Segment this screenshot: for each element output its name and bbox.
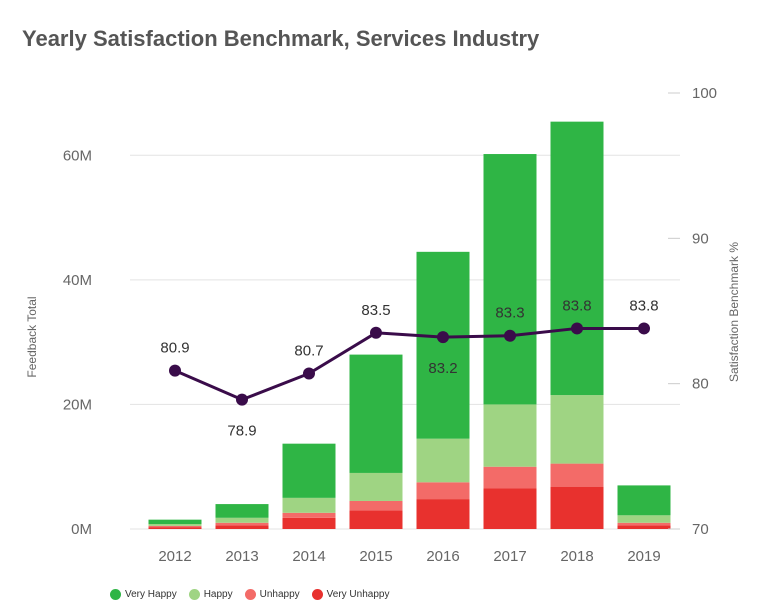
- benchmark-point: [236, 393, 248, 406]
- benchmark-point: [638, 322, 650, 335]
- bar-very-happy: [349, 354, 403, 473]
- legend-item[interactable]: Unhappy: [244, 589, 300, 600]
- y-right-tick-label: 80: [692, 376, 709, 393]
- x-tick-label: 2019: [627, 548, 660, 565]
- benchmark-point: [571, 322, 583, 335]
- bar-very-happy: [148, 519, 202, 525]
- x-tick-label: 2016: [426, 548, 459, 565]
- bar-unhappy: [349, 500, 403, 511]
- benchmark-line: [174, 326, 644, 402]
- benchmark-label: 78.9: [227, 423, 256, 440]
- bar-unhappy: [215, 522, 269, 526]
- legend-label: Happy: [203, 589, 233, 600]
- legend-marker-icon: [188, 589, 200, 600]
- bar-very-unhappy: [148, 527, 202, 529]
- bar-very-unhappy: [550, 486, 604, 529]
- bar-unhappy: [148, 525, 202, 528]
- legend-marker-icon: [110, 589, 121, 600]
- legend-marker-icon: [244, 589, 256, 600]
- bar-very-unhappy: [349, 510, 403, 529]
- y-right-tick-label: 100: [692, 85, 717, 102]
- y-right-tick-label: 70: [692, 521, 709, 538]
- bar-very-unhappy: [215, 525, 269, 529]
- legend-label: Very Happy: [125, 589, 177, 600]
- bar-happy: [282, 497, 336, 513]
- benchmark-label: 83.3: [495, 305, 524, 322]
- x-tick-label: 2013: [225, 548, 258, 565]
- benchmark-label: 83.8: [562, 297, 591, 314]
- y-left-tick-label: 0M: [71, 521, 92, 538]
- legend-label: Unhappy: [259, 589, 300, 600]
- benchmark-point: [169, 364, 181, 377]
- bar-unhappy: [550, 463, 604, 487]
- bar-unhappy: [617, 522, 671, 526]
- bar-very-happy: [282, 443, 336, 498]
- benchmark-point: [504, 329, 516, 342]
- x-tick-label: 2017: [493, 548, 526, 565]
- bar-happy: [483, 404, 537, 467]
- bar-very-happy: [416, 251, 470, 439]
- benchmark-point: [303, 367, 315, 380]
- legend-marker-icon: [311, 589, 323, 600]
- y-right-tick-label: 90: [692, 230, 709, 247]
- bar-very-unhappy: [282, 517, 336, 529]
- bar-unhappy: [282, 512, 336, 518]
- legend-item[interactable]: Very Unhappy: [311, 589, 390, 600]
- bar-very-happy: [215, 504, 269, 518]
- bar-happy: [617, 515, 671, 523]
- y-right-axis-title: Satisfaction Benchmark %: [727, 242, 741, 382]
- bar-happy: [148, 524, 202, 526]
- bar-happy: [416, 438, 470, 483]
- legend-item[interactable]: Happy: [188, 589, 233, 600]
- bar-very-happy: [617, 485, 671, 516]
- y-left-axis-title: Feedback Total: [25, 296, 39, 377]
- benchmark-label: 83.8: [629, 297, 658, 314]
- y-left-tick-label: 20M: [63, 396, 92, 413]
- bar-very-unhappy: [483, 488, 537, 529]
- bar-very-happy: [550, 121, 604, 396]
- x-tick-label: 2018: [560, 548, 593, 565]
- chart-title: Yearly Satisfaction Benchmark, Services …: [22, 26, 540, 51]
- y-left-tick-label: 60M: [63, 147, 92, 164]
- bar-happy: [550, 395, 604, 464]
- benchmark-point: [370, 326, 382, 339]
- benchmark-point: [437, 331, 449, 344]
- x-tick-label: 2014: [292, 548, 325, 565]
- legend: Very Happy Happy Unhappy Very Unhappy: [110, 589, 389, 600]
- benchmark-label: 80.7: [294, 342, 323, 359]
- benchmark-label: 83.2: [428, 360, 457, 377]
- x-tick-label: 2015: [359, 548, 392, 565]
- bar-very-unhappy: [416, 499, 470, 529]
- bar-unhappy: [483, 466, 537, 489]
- benchmark-label: 80.9: [160, 340, 189, 357]
- legend-item[interactable]: Very Happy: [110, 589, 177, 600]
- legend-label: Very Unhappy: [326, 589, 390, 600]
- benchmark-label: 83.5: [361, 302, 390, 319]
- bar-happy: [215, 517, 269, 523]
- bar-happy: [349, 472, 403, 501]
- bar-very-unhappy: [617, 525, 671, 529]
- bar-unhappy: [416, 482, 470, 500]
- x-tick-label: 2012: [158, 548, 191, 565]
- bar-very-happy: [483, 154, 537, 405]
- y-left-tick-label: 40M: [63, 272, 92, 289]
